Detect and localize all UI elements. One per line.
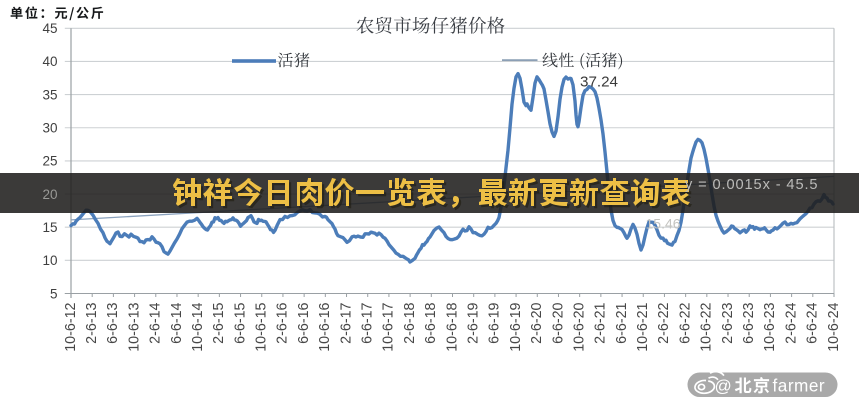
svg-text:45: 45 [42, 21, 57, 36]
svg-text:2-6-16: 2-6-16 [275, 302, 291, 343]
svg-text:15: 15 [42, 220, 57, 235]
svg-text:6-6-24: 6-6-24 [805, 302, 821, 343]
svg-text:6-6-14: 6-6-14 [169, 302, 185, 343]
svg-text:40: 40 [42, 54, 57, 69]
svg-text:6-6-20: 6-6-20 [550, 302, 566, 343]
svg-text:6-6-17: 6-6-17 [360, 302, 376, 343]
svg-text:2-6-21: 2-6-21 [593, 302, 609, 343]
svg-text:farmer: farmer [773, 376, 826, 396]
svg-text:10-6-18: 10-6-18 [444, 302, 460, 351]
svg-text:2-6-20: 2-6-20 [529, 302, 545, 343]
svg-text:10-6-23: 10-6-23 [762, 302, 778, 351]
svg-text:10-6-16: 10-6-16 [317, 302, 333, 351]
svg-text:@: @ [715, 377, 732, 396]
svg-text:6-6-16: 6-6-16 [296, 302, 312, 343]
svg-text:2-6-23: 2-6-23 [720, 302, 736, 343]
svg-text:15.46: 15.46 [646, 215, 681, 231]
svg-text:6-6-18: 6-6-18 [423, 302, 439, 343]
svg-text:30: 30 [42, 121, 57, 136]
svg-text:6-6-13: 6-6-13 [105, 302, 121, 343]
svg-text:10: 10 [42, 253, 57, 268]
svg-text:10-6-22: 10-6-22 [699, 302, 715, 351]
svg-text:2-6-18: 2-6-18 [402, 302, 418, 343]
svg-text:10-6-14: 10-6-14 [190, 302, 206, 351]
svg-text:10-6-12: 10-6-12 [63, 302, 79, 351]
svg-text:10-6-24: 10-6-24 [826, 302, 842, 351]
svg-text:6-6-15: 6-6-15 [232, 302, 248, 343]
svg-text:2-6-14: 2-6-14 [148, 302, 164, 343]
svg-text:10-6-17: 10-6-17 [381, 302, 397, 351]
svg-text:10-6-15: 10-6-15 [254, 302, 270, 351]
svg-text:2-6-19: 2-6-19 [465, 302, 481, 343]
svg-text:6-6-23: 6-6-23 [741, 302, 757, 343]
svg-text:2-6-22: 2-6-22 [656, 302, 672, 343]
svg-text:y = 0.0015x - 45.5: y = 0.0015x - 45.5 [685, 177, 818, 193]
svg-text:2-6-24: 2-6-24 [783, 302, 799, 343]
svg-text:10-6-21: 10-6-21 [635, 302, 651, 351]
svg-text:10-6-13: 10-6-13 [126, 302, 142, 351]
svg-text:5: 5 [50, 286, 58, 301]
svg-text:2-6-13: 2-6-13 [84, 302, 100, 343]
svg-text:6-6-19: 6-6-19 [487, 302, 503, 343]
svg-text:37.24: 37.24 [580, 74, 618, 91]
svg-text:6-6-21: 6-6-21 [614, 302, 630, 343]
svg-text:2-6-17: 2-6-17 [338, 302, 354, 343]
svg-text:35: 35 [42, 87, 57, 102]
svg-text:6-6-22: 6-6-22 [677, 302, 693, 343]
svg-text:20: 20 [42, 187, 57, 202]
svg-text:25: 25 [42, 154, 57, 169]
svg-text:2-6-15: 2-6-15 [211, 302, 227, 343]
svg-text:10-6-19: 10-6-19 [508, 302, 524, 351]
svg-text:10-6-20: 10-6-20 [571, 302, 587, 351]
